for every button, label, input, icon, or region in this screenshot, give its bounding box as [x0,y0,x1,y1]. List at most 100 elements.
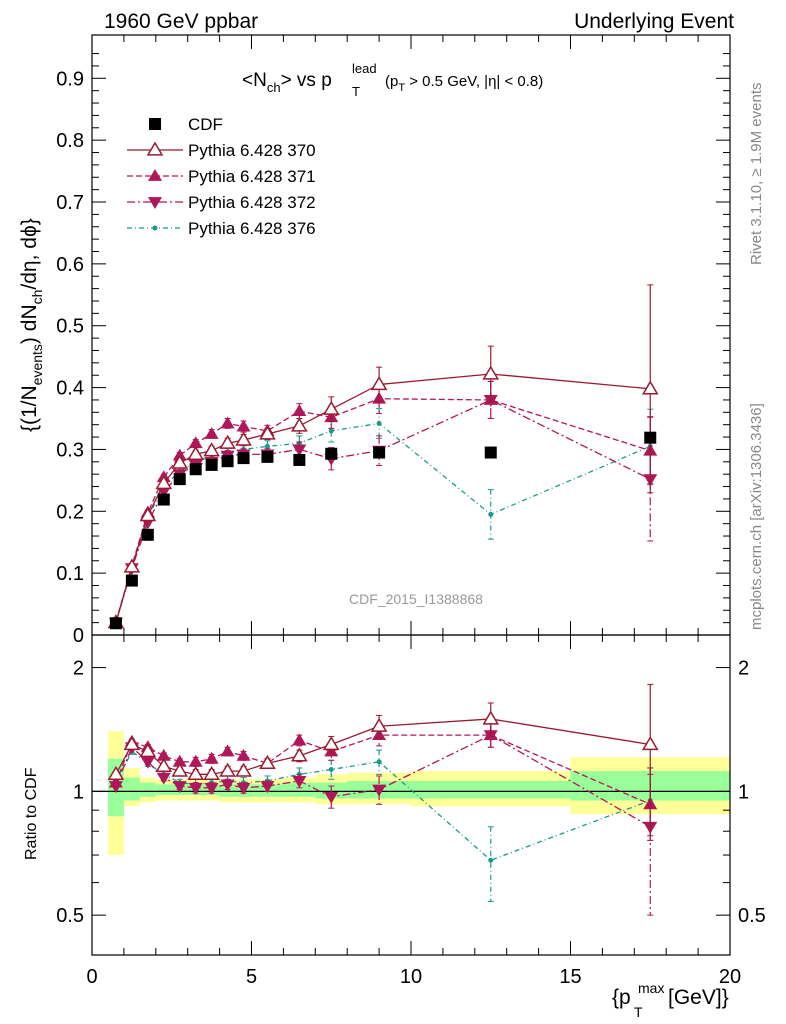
main-point-cdf [293,453,306,466]
ratio-point-pythia-6-428-372 [324,791,339,804]
main-point-pythia-6-428-370 [139,507,157,522]
ylabel-ch: ch [29,290,45,305]
main-point-pythia-6-428-370 [641,380,659,395]
main-line-pythia-6-428-372 [115,399,651,623]
title-n: <N [242,70,267,91]
ratio-point-pythia-6-428-371 [172,754,187,767]
ratio-line-pythia-6-428-372 [115,734,651,828]
mcplots-label: mcplots.cern.ch [arXiv:1306.3436] [748,403,765,630]
svg-text:(pT > 0.5 GeV, |η| < 0.8): (pT > 0.5 GeV, |η| < 0.8) [385,73,543,94]
y-axis-label: {(1/Nevents) dNch/dη, dϕ} [18,218,45,432]
x-tick-label: 5 [246,966,257,988]
xlabel-end: [GeV]} [668,986,729,1009]
title-lead: lead [352,61,377,76]
x-tick-label: 15 [559,966,581,988]
main-point-pythia-6-428-370 [322,400,340,415]
ratio-band-green [155,784,172,795]
ylabel-events: events [29,344,45,385]
main-point-pythia-6-428-370 [203,442,220,457]
main-point-pythia-6-428-371 [204,426,219,439]
ratio-point-pythia-6-428-370 [187,765,204,780]
ratio-point-pythia-6-428-370 [155,757,173,773]
main-point-pythia-6-428-371 [188,436,203,449]
legend-marker [148,197,162,209]
ratio-point-pythia-6-428-371 [108,775,123,788]
main-point-pythia-6-428-370 [482,365,500,380]
xlabel-sub: T [634,1004,643,1020]
svg-text:<Nch> vs p: <Nch> vs p [242,70,332,95]
legend-label: Pythia 6.428 372 [188,193,316,212]
ratio-point-pythia-6-428-372 [140,756,155,769]
main-point-cdf [189,463,202,476]
ratio-point-pythia-6-428-372 [156,772,171,785]
main-point-pythia-6-428-370 [123,558,141,573]
ratio-point-pythia-6-428-370 [322,736,340,751]
plot-title: <Nch> vs p lead T (pT > 0.5 GeV, |η| < 0… [242,61,543,99]
legend-marker [148,169,162,181]
main-point-pythia-6-428-376 [264,443,270,449]
main-point-cdf [173,473,186,486]
y-tick-label-ratio-right: 0.5 [738,905,766,927]
ratio-point-pythia-6-428-370 [123,736,141,751]
title-eta: |η| < 0.8) [484,73,543,90]
ratio-point-pythia-6-428-370 [219,762,236,777]
ratio-point-pythia-6-428-370 [139,743,157,758]
legend: CDF Pythia 6.428 370 Pythia 6.428 371 Pythi… [127,115,316,238]
ratio-point-pythia-6-428-376 [328,767,334,773]
main-line-pythia-6-428-370 [115,373,651,623]
ratio-point-pythia-6-428-370 [291,747,308,762]
ratio-plot-area: 0 5 10 15 20 0.5 0.5 1 1 2 2 [56,634,766,988]
main-point-cdf [125,574,138,587]
ratio-band-green [283,782,316,797]
y-tick-label: 0.5 [56,316,84,338]
main-point-cdf [373,446,386,459]
main-point-cdf [221,455,234,468]
ratio-point-pythia-6-428-372 [236,782,251,795]
ratio-point-pythia-6-428-371 [204,751,219,764]
main-point-cdf [141,528,154,541]
ratio-point-pythia-6-428-372 [220,779,235,792]
main-point-pythia-6-428-371 [220,416,235,429]
main-point-cdf [484,446,497,459]
ratio-point-pythia-6-428-371 [188,754,203,767]
y-tick-label: 0.8 [56,130,84,152]
y-tick-label-ratio: 0.5 [56,905,84,927]
ratio-point-pythia-6-428-371 [156,748,171,761]
analysis-watermark: CDF_2015_I1388868 [349,591,483,607]
main-point-cdf [109,617,122,630]
main-point-pythia-6-428-370 [291,417,308,432]
ratio-point-pythia-6-428-372 [204,782,219,795]
main-line-pythia-6-428-371 [115,398,651,623]
xlabel-sup: max [638,980,664,996]
ratio-point-pythia-6-428-370 [370,717,388,732]
y-tick-label: 0.9 [56,68,84,90]
y-tick-label-ratio: 1 [73,781,84,803]
ratio-point-pythia-6-428-370 [203,765,220,780]
svg-text:{p: {p [612,986,631,1009]
title-cut-b: > 0.5 GeV, [405,73,484,90]
main-point-cdf [644,431,657,444]
main-point-pythia-6-428-371 [292,404,307,416]
main-point-pythia-6-428-372 [292,444,307,457]
ratio-point-pythia-6-428-372 [292,776,307,788]
ylabel-mid: ) dN [18,304,41,344]
ratio-point-pythia-6-428-371 [220,744,235,757]
title-cut: (p [385,73,398,90]
title-vs: > vs p [281,70,332,91]
y-axis-label-ratio: Ratio to CDF [23,767,40,860]
y-tick-label: 0.6 [56,254,84,276]
title-t: T [352,84,360,99]
main-point-pythia-6-428-370 [155,474,173,490]
ratio-point-pythia-6-428-372 [188,782,203,795]
ratio-point-pythia-6-428-370 [171,762,189,777]
y-tick-label-ratio-right: 2 [738,658,749,680]
ylabel-end: /dη, dϕ} [18,218,41,289]
title-ch: ch [267,80,281,95]
y-tick-label: 0 [73,625,84,647]
ratio-band-green [123,777,140,801]
ratio-band-green [411,780,571,799]
x-tick-label: 20 [719,966,741,988]
ratio-point-pythia-6-428-376 [376,759,382,765]
main-point-pythia-6-428-370 [259,425,276,440]
